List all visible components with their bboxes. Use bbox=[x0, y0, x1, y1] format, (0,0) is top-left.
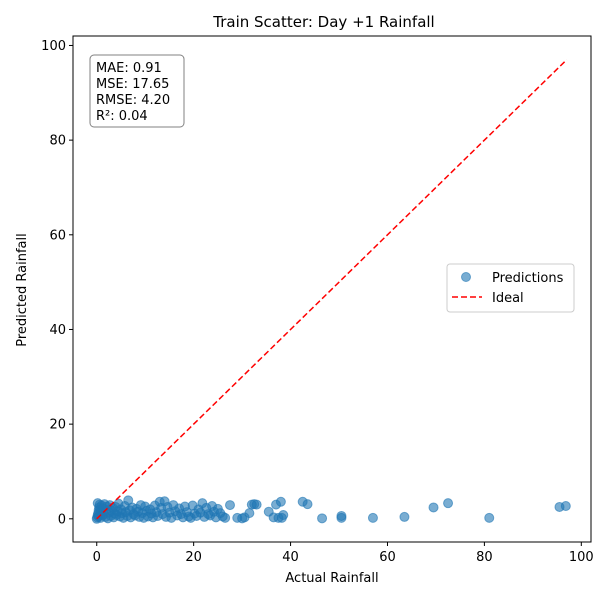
scatter-point bbox=[367, 512, 378, 523]
scatter-point bbox=[275, 496, 286, 507]
x-tick-label: 80 bbox=[476, 550, 493, 565]
scatter-point bbox=[443, 498, 454, 509]
scatter-point bbox=[560, 501, 571, 512]
scatter-point bbox=[399, 511, 410, 522]
x-tick-label: 0 bbox=[93, 550, 101, 565]
scatter-point bbox=[224, 500, 235, 511]
plot-frame bbox=[72, 35, 592, 543]
x-axis-label: Actual Rainfall bbox=[285, 571, 378, 586]
stats-r2: R²: 0.04 bbox=[96, 109, 148, 124]
stats-box: MAE: 0.91 MSE: 17.65 RMSE: 4.20 R²: 0.04 bbox=[89, 54, 185, 128]
scatter-point bbox=[484, 512, 495, 523]
y-axis-label: Predicted Rainfall bbox=[15, 233, 30, 347]
y-tick-label: 20 bbox=[49, 418, 66, 433]
y-tick-label: 40 bbox=[49, 323, 66, 338]
plot-area bbox=[72, 35, 592, 543]
scatter-point bbox=[317, 513, 328, 524]
x-tick-label: 20 bbox=[185, 550, 202, 565]
legend-marker-predictions bbox=[461, 272, 471, 282]
stats-rmse: RMSE: 4.20 bbox=[96, 93, 170, 108]
scatter-point bbox=[428, 502, 439, 513]
chart-title: Train Scatter: Day +1 Rainfall bbox=[212, 13, 434, 31]
scatter-point bbox=[302, 499, 313, 510]
stats-box-frame bbox=[89, 54, 185, 128]
y-tick-label: 0 bbox=[58, 512, 66, 527]
x-tick-label: 40 bbox=[282, 550, 299, 565]
legend: Predictions Ideal bbox=[446, 263, 575, 313]
y-tick-label: 100 bbox=[41, 39, 66, 54]
x-tick-label: 100 bbox=[569, 550, 594, 565]
y-tick-label: 60 bbox=[49, 228, 66, 243]
scatter-point bbox=[220, 512, 231, 523]
scatter-point bbox=[244, 508, 255, 519]
legend-label-predictions: Predictions bbox=[492, 271, 564, 286]
y-axis-ticks: 0 20 40 60 80 100 bbox=[41, 39, 73, 527]
x-tick-label: 60 bbox=[379, 550, 396, 565]
scatter-point bbox=[276, 512, 287, 523]
x-axis-ticks: 0 20 40 60 80 100 bbox=[93, 542, 594, 565]
legend-frame bbox=[446, 263, 575, 313]
scatter-point bbox=[336, 512, 347, 523]
y-tick-label: 80 bbox=[49, 134, 66, 149]
ideal-line bbox=[96, 59, 568, 520]
legend-label-ideal: Ideal bbox=[492, 291, 524, 306]
stats-mae: MAE: 0.91 bbox=[96, 61, 162, 76]
scatter-point bbox=[251, 499, 262, 510]
stats-mse: MSE: 17.65 bbox=[96, 77, 169, 92]
